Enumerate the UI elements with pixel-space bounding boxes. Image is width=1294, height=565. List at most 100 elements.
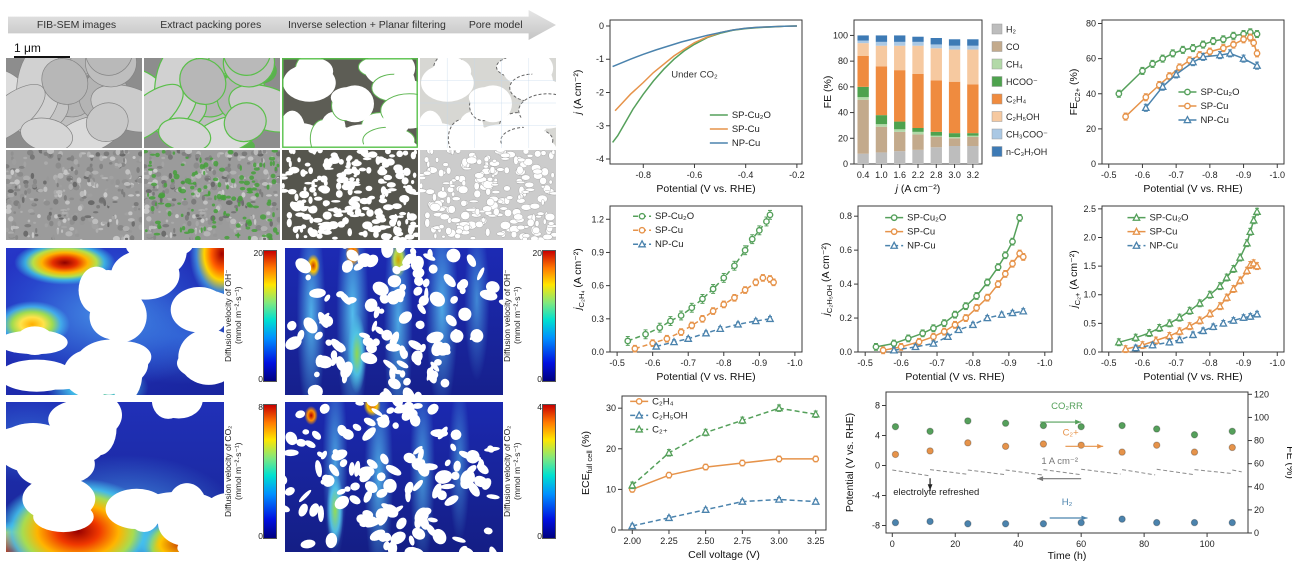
svg-text:0.0: 0.0 bbox=[591, 347, 604, 357]
diffusion-map-oh-nano bbox=[285, 248, 503, 395]
colorbar-co2-nano: Diffusion velocity of CO₂ (mmol m⁻²·s⁻¹)… bbox=[502, 402, 558, 552]
svg-text:C₂H₄: C₂H₄ bbox=[652, 396, 673, 407]
svg-text:C₂H₅OH: C₂H₅OH bbox=[1006, 112, 1040, 122]
svg-text:NP-Cu: NP-Cu bbox=[655, 239, 684, 250]
svg-text:0.4: 0.4 bbox=[839, 279, 852, 289]
chart-j-c2plus: -0.5 -0.6 -0.7 -0.8 -0.9 -1.0 0.0 0.5 1.0 1.5 2.0 2… bbox=[1066, 198, 1292, 384]
svg-text:Time (h): Time (h) bbox=[1048, 550, 1087, 562]
svg-text:NP-Cu: NP-Cu bbox=[1200, 115, 1229, 126]
chart-stability-test: 0 20 40 60 80 100 -8 -4 0 4 8 0 20 40 60 80 100 120 Time (… bbox=[842, 386, 1294, 563]
sem-row-nanoparticles bbox=[6, 150, 556, 240]
workflow-step-1: FIB-SEM images bbox=[36, 19, 117, 31]
svg-text:SP-Cu₂O: SP-Cu₂O bbox=[1200, 87, 1239, 98]
svg-text:-0.9: -0.9 bbox=[1001, 358, 1017, 368]
svg-text:1.5: 1.5 bbox=[1083, 261, 1096, 271]
svg-text:1.6: 1.6 bbox=[893, 170, 906, 180]
svg-text:40: 40 bbox=[1086, 89, 1096, 99]
svg-text:Potential (V vs. RHE): Potential (V vs. RHE) bbox=[1143, 371, 1242, 383]
colorbar-gradient bbox=[263, 250, 277, 382]
sem-image-spheres bbox=[6, 58, 142, 148]
svg-text:-0.6: -0.6 bbox=[645, 358, 661, 368]
workflow-arrow-banner: FIB-SEM images Extract packing pores Inv… bbox=[8, 10, 556, 40]
svg-text:80: 80 bbox=[1086, 19, 1096, 29]
svg-text:-0.4: -0.4 bbox=[738, 170, 754, 180]
svg-text:C₂₊: C₂₊ bbox=[652, 424, 668, 435]
svg-text:40: 40 bbox=[1254, 482, 1264, 492]
svg-text:-0.7: -0.7 bbox=[1168, 358, 1184, 368]
svg-text:60: 60 bbox=[1254, 459, 1264, 469]
svg-text:0: 0 bbox=[843, 159, 848, 169]
svg-text:0: 0 bbox=[890, 539, 895, 549]
svg-text:100: 100 bbox=[1254, 412, 1269, 422]
svg-text:-0.6: -0.6 bbox=[687, 170, 703, 180]
svg-text:-0.5: -0.5 bbox=[609, 358, 625, 368]
colorbar-max: 4 bbox=[537, 402, 542, 412]
svg-text:j (A cm⁻²): j (A cm⁻²) bbox=[894, 183, 941, 195]
svg-text:40: 40 bbox=[838, 108, 848, 118]
svg-text:0.9: 0.9 bbox=[591, 247, 604, 257]
svg-text:2.2: 2.2 bbox=[912, 170, 925, 180]
svg-text:-0.9: -0.9 bbox=[752, 358, 768, 368]
sem-row-spheres bbox=[6, 58, 556, 148]
svg-text:Potential (V vs. RHE): Potential (V vs. RHE) bbox=[656, 371, 755, 383]
svg-text:SP-Cu₂O: SP-Cu₂O bbox=[655, 211, 694, 222]
svg-text:CO₂RR: CO₂RR bbox=[1051, 401, 1083, 412]
svg-text:Cell voltage (V): Cell voltage (V) bbox=[688, 549, 760, 561]
svg-text:-0.8: -0.8 bbox=[636, 170, 652, 180]
svg-text:20: 20 bbox=[606, 444, 616, 454]
svg-text:-3: -3 bbox=[596, 121, 604, 131]
chart-lsv-under-co2: -0.8 -0.6 -0.4 -0.2 0 -1 -2 -3 -4 Potential (V vs… bbox=[570, 12, 812, 196]
chart-j-c2h4: -0.5 -0.6 -0.7 -0.8 -0.9 -1.0 0.0 0.3 0.6 0.9 1.2 P… bbox=[570, 198, 812, 384]
workflow-step-2: Extract packing pores bbox=[160, 19, 262, 31]
svg-text:100: 100 bbox=[833, 30, 848, 40]
svg-text:0: 0 bbox=[599, 21, 604, 31]
diffusion-map-co2-nano bbox=[285, 402, 503, 552]
colorbar-gradient bbox=[542, 250, 556, 382]
colorbar-gradient bbox=[263, 404, 277, 539]
svg-text:C₂H₄: C₂H₄ bbox=[1006, 95, 1026, 105]
svg-text:0: 0 bbox=[1091, 159, 1096, 169]
inverse-selection-image-spheres bbox=[282, 58, 418, 148]
svg-text:2.75: 2.75 bbox=[734, 536, 752, 546]
svg-text:CH₃COO⁻: CH₃COO⁻ bbox=[1006, 130, 1048, 140]
svg-text:40: 40 bbox=[1013, 539, 1023, 549]
svg-text:0.6: 0.6 bbox=[839, 245, 852, 255]
svg-text:C₂H₅OH: C₂H₅OH bbox=[652, 410, 688, 421]
svg-text:-1.0: -1.0 bbox=[1037, 358, 1053, 368]
colorbar-oh-spheres: Diffusion velocity of OH⁻ (mmol m⁻²·s⁻¹)… bbox=[223, 248, 279, 395]
svg-text:-0.7: -0.7 bbox=[680, 358, 696, 368]
svg-text:ECEfull cell (%): ECEfull cell (%) bbox=[580, 431, 594, 495]
colorbar-label: Diffusion velocity of OH⁻ bbox=[223, 269, 233, 362]
colorbar-units: (mmol m⁻²·s⁻¹) bbox=[511, 442, 522, 500]
colorbar-units: (mmol m⁻²·s⁻¹) bbox=[511, 286, 522, 345]
svg-text:jC₂H₅OH (A cm⁻²): jC₂H₅OH (A cm⁻²) bbox=[820, 243, 834, 318]
svg-text:NP-Cu: NP-Cu bbox=[907, 241, 936, 252]
svg-text:CH₄: CH₄ bbox=[1006, 60, 1023, 70]
svg-text:2.25: 2.25 bbox=[660, 536, 678, 546]
svg-text:0: 0 bbox=[875, 461, 880, 471]
svg-text:-0.2: -0.2 bbox=[789, 170, 805, 180]
svg-text:-0.7: -0.7 bbox=[929, 358, 945, 368]
svg-text:120: 120 bbox=[1254, 389, 1269, 399]
svg-text:SP-Cu₂O: SP-Cu₂O bbox=[907, 213, 946, 224]
workflow-step-3: Inverse selection + Planar filtering bbox=[287, 19, 446, 31]
scale-bar: 1 μm bbox=[14, 41, 70, 59]
svg-text:-0.6: -0.6 bbox=[1135, 170, 1151, 180]
diffusion-row-oh: Diffusion velocity of OH⁻ (mmol m⁻²·s⁻¹)… bbox=[6, 248, 564, 395]
svg-text:SP-Cu: SP-Cu bbox=[655, 225, 683, 236]
colorbar-max: 8 bbox=[258, 402, 263, 412]
svg-text:C₂+: C₂+ bbox=[1063, 428, 1080, 439]
svg-text:-1.0: -1.0 bbox=[1270, 170, 1286, 180]
svg-text:-0.5: -0.5 bbox=[1101, 170, 1117, 180]
svg-text:3.00: 3.00 bbox=[770, 536, 788, 546]
svg-text:jC₂+ (A cm⁻²): jC₂+ (A cm⁻²) bbox=[1068, 250, 1082, 309]
diffusion-map-oh-spheres bbox=[6, 248, 224, 395]
svg-text:-0.8: -0.8 bbox=[1202, 170, 1218, 180]
svg-text:HCOO⁻: HCOO⁻ bbox=[1006, 77, 1038, 87]
pore-model-image-spheres bbox=[420, 58, 556, 148]
svg-text:SP-Cu: SP-Cu bbox=[1200, 101, 1228, 112]
svg-text:3.0: 3.0 bbox=[948, 170, 961, 180]
svg-text:Under CO₂: Under CO₂ bbox=[671, 70, 718, 81]
colorbar-min: 0 bbox=[258, 374, 263, 384]
